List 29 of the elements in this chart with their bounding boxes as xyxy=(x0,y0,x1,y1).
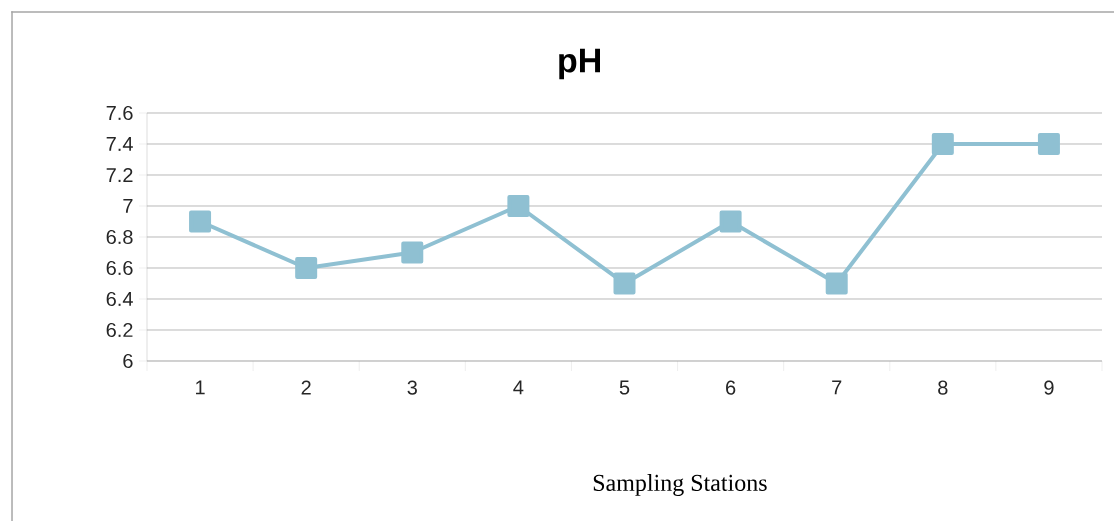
x-tick-label: 4 xyxy=(513,380,524,395)
y-tick-label: 6 xyxy=(123,353,133,369)
x-tick-label: 9 xyxy=(1044,380,1054,395)
point xyxy=(295,256,318,279)
y-tick-label: 7.2 xyxy=(106,168,133,182)
x-tick-label: 7 xyxy=(832,380,842,395)
point xyxy=(719,210,742,233)
x-tick-label: 8 xyxy=(938,380,948,395)
point xyxy=(1037,132,1060,155)
y-tick-label: 7 xyxy=(123,199,133,213)
y-tick-label: 6.4 xyxy=(106,291,133,307)
y-tick-label: 6.6 xyxy=(106,260,133,276)
point xyxy=(189,210,212,233)
x-tick-label: 3 xyxy=(407,380,417,395)
x-tick-label: 5 xyxy=(619,380,630,395)
point xyxy=(613,272,636,295)
y-tick-label: 6.8 xyxy=(106,229,133,245)
x-axis-title: Sampling Stations xyxy=(593,474,767,496)
y-tick-label: 7.6 xyxy=(106,105,133,121)
x-tick-label: 6 xyxy=(726,380,736,395)
point xyxy=(507,194,530,217)
x-tick-label: 1 xyxy=(196,380,205,395)
point xyxy=(931,132,954,155)
y-tick-label: 7.4 xyxy=(106,137,133,151)
x-tick-label: 2 xyxy=(301,380,311,395)
point xyxy=(825,272,848,295)
chart-title: pH xyxy=(559,48,600,80)
y-tick-label: 6.2 xyxy=(106,322,133,338)
point xyxy=(401,241,424,264)
